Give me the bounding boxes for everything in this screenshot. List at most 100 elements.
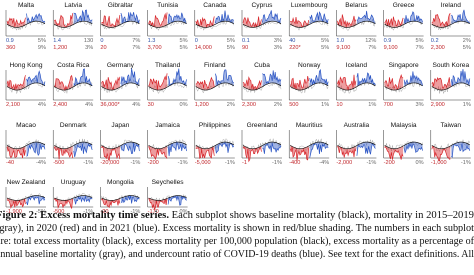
stat-value: -1 [242, 160, 247, 166]
stat-value: -170 [148, 209, 159, 215]
subplot: Hong Kong 2,100 4% [5, 62, 46, 108]
sparkline-2020 [195, 16, 215, 28]
sparkline-2020 [384, 74, 404, 90]
sparkline-2020 [289, 76, 310, 90]
sparkline-2021 [451, 9, 470, 23]
stat-value: -20,000 [100, 160, 119, 166]
sparkline-2020 [101, 198, 121, 209]
stat-value: 2,100 [6, 102, 20, 108]
country-name: Mauritius [296, 122, 323, 129]
sparkline-baseline [242, 82, 282, 91]
stat-value: 500 [289, 102, 298, 108]
caption-line: (gray), in 2020 (red) and in 2021 (blue)… [0, 223, 474, 234]
stat-value: 1.0 [336, 38, 344, 44]
sparkline-2021 [262, 70, 282, 84]
subplot: Malaysia -200 0% [383, 122, 424, 166]
sparkline-2021-shade [120, 142, 140, 154]
stat-percent: -5% [36, 209, 46, 215]
sparkline-baseline [290, 82, 329, 91]
stat-value: 40 [289, 38, 295, 44]
subplot: Cyprus 0.1 3% 90 3% [241, 2, 282, 51]
subplot: Japan -20,000 -1% [100, 122, 140, 166]
subplot: Australia -2,000 -1% [336, 122, 376, 166]
sparkline-2020 [101, 145, 121, 162]
sparkline-2021-shade [168, 68, 187, 87]
stat-value: -500 [53, 209, 64, 215]
country-name: Tunisia [157, 2, 178, 9]
sparkline-past [384, 80, 423, 93]
sparkline-2021 [309, 143, 329, 158]
stat-percent: -1% [83, 209, 93, 215]
sparkline-2020 [148, 197, 168, 211]
subplot: Uruguay -500 -1% [52, 179, 93, 215]
subplot: Cuba 2,300 2% [241, 62, 282, 108]
sparkline-2020 [53, 74, 74, 92]
country-name: Uruguay [61, 179, 87, 186]
sparkline-2021-shade [356, 10, 376, 25]
sparkline-past [101, 139, 140, 152]
sparkline-2021-shade [451, 142, 470, 158]
sparkline-2021 [167, 141, 187, 157]
sparkline-past [242, 138, 282, 153]
stat-value: 0.1 [242, 38, 250, 44]
sparkline-2021-shade [262, 10, 281, 25]
sparkline-baseline [148, 82, 187, 91]
stat-percent: -1% [130, 209, 140, 215]
sparkline-2020 [431, 145, 451, 162]
subplot: Norway 500 1% [288, 62, 329, 108]
country-name: Japan [111, 122, 129, 129]
sparkline-2020 [148, 12, 168, 28]
sparkline-2020-shade [7, 17, 26, 28]
stat-percent: 0% [416, 160, 424, 166]
sparkline-past [384, 140, 423, 153]
sparkline-2021 [356, 142, 376, 156]
country-name: New Zealand [7, 179, 46, 186]
sparkline-2020 [101, 14, 121, 28]
sparkline-baseline [54, 141, 93, 150]
country-name: Denmark [60, 122, 87, 129]
sparkline-2021 [403, 71, 423, 86]
stat-percent: 5% [321, 45, 329, 51]
stat-percent: 5% [227, 38, 235, 44]
country-name: Germany [107, 62, 135, 69]
caption-line: are: total excess mortality (black), exc… [0, 236, 474, 247]
sparkline-baseline [101, 82, 140, 91]
caption-line: annual baseline mortality (gray), and un… [0, 249, 474, 260]
sparkline-2021-shade [73, 10, 93, 25]
sparkline-2021-shade [26, 195, 45, 205]
sparkline-2020 [431, 77, 451, 89]
sparkline-2020-shade [148, 198, 168, 210]
stat-value: 9,100 [384, 45, 398, 51]
country-name: Australia [344, 122, 370, 129]
sparkline-2021 [120, 11, 140, 25]
stat-value: -20 [100, 209, 108, 215]
stat-percent: -1% [130, 160, 140, 166]
stat-percent: 12% [365, 38, 376, 44]
stat-percent: 3% [416, 102, 424, 108]
stat-value: -40 [6, 160, 14, 166]
sparkline-past [148, 194, 187, 203]
subplot: Malta 0.9 5% 360 9% [5, 2, 46, 51]
stat-percent: 4% [85, 102, 93, 108]
stat-value: 2,400 [53, 102, 67, 108]
country-name: South Korea [432, 62, 469, 69]
country-name: Gibraltar [108, 2, 134, 9]
sparkline-baseline [290, 141, 329, 150]
stat-value: 3,700 [148, 45, 162, 51]
stat-percent: 0% [180, 209, 188, 215]
caption-title: Excess mortality time series. [40, 210, 169, 221]
sparkline-baseline [431, 82, 470, 91]
stat-percent: 7% [132, 45, 140, 51]
sparkline-2021-shade [26, 71, 45, 87]
stat-percent: 1% [463, 102, 471, 108]
subplot: New Zealand -1,900 -5% [5, 179, 46, 215]
sparkline-2021 [356, 72, 376, 86]
country-name: Mongolia [107, 179, 134, 186]
sparkline-2020 [6, 146, 26, 159]
stat-percent: 7% [132, 38, 140, 44]
subplot: Luxembourg 40 5% 220* 5% [288, 2, 329, 51]
stat-value: 1,200 [53, 45, 67, 51]
subplot: Macao -40 -4% [5, 122, 46, 166]
sparkline-2021 [214, 69, 234, 85]
stat-value: -200 [148, 160, 159, 166]
